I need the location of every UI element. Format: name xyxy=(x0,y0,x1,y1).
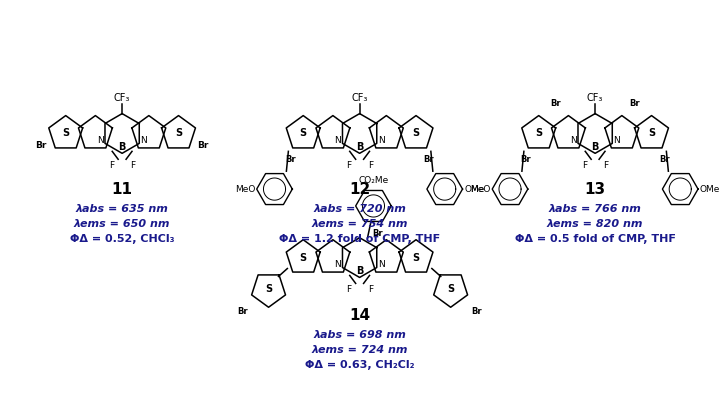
Text: Br: Br xyxy=(238,307,248,316)
Text: ΦΔ = 0.5 fold of CMP, THF: ΦΔ = 0.5 fold of CMP, THF xyxy=(515,234,675,244)
Text: λabs = 766 nm: λabs = 766 nm xyxy=(549,204,641,214)
Text: Br: Br xyxy=(372,229,382,238)
Text: λabs = 635 nm: λabs = 635 nm xyxy=(76,204,168,214)
Text: OMe: OMe xyxy=(700,184,720,194)
Text: N: N xyxy=(335,136,341,145)
Text: S: S xyxy=(447,284,454,294)
Text: N: N xyxy=(614,136,620,145)
Text: F: F xyxy=(108,161,114,170)
Text: B: B xyxy=(119,142,126,152)
Text: Br: Br xyxy=(285,155,296,164)
Text: S: S xyxy=(175,128,182,138)
Text: λems = 820 nm: λems = 820 nm xyxy=(547,219,643,229)
Text: Br: Br xyxy=(550,99,561,108)
Text: λems = 724 nm: λems = 724 nm xyxy=(312,345,408,355)
Text: ΦΔ = 0.63, CH₂Cl₂: ΦΔ = 0.63, CH₂Cl₂ xyxy=(305,360,414,370)
Text: Br: Br xyxy=(630,99,640,108)
Text: 14: 14 xyxy=(349,308,370,323)
Text: F: F xyxy=(130,161,136,170)
Text: λabs = 698 nm: λabs = 698 nm xyxy=(313,330,406,340)
Text: S: S xyxy=(648,128,655,138)
Text: S: S xyxy=(265,284,272,294)
Text: S: S xyxy=(299,128,307,138)
Text: MeO: MeO xyxy=(235,184,255,194)
Text: OMe: OMe xyxy=(464,184,484,194)
Text: CF₃: CF₃ xyxy=(114,93,130,103)
Text: λems = 650 nm: λems = 650 nm xyxy=(74,219,171,229)
Text: N: N xyxy=(335,260,341,269)
Text: 11: 11 xyxy=(111,182,132,196)
Text: λems = 754 nm: λems = 754 nm xyxy=(312,219,408,229)
Text: Br: Br xyxy=(424,155,435,164)
Text: ΦΔ = 0.52, CHCl₃: ΦΔ = 0.52, CHCl₃ xyxy=(70,234,174,244)
Text: B: B xyxy=(591,142,599,152)
Text: N: N xyxy=(378,136,385,145)
Text: F: F xyxy=(604,161,609,170)
Text: F: F xyxy=(368,161,373,170)
Text: N: N xyxy=(378,260,385,269)
Text: Br: Br xyxy=(35,141,47,150)
Text: ΦΔ = 1.2 fold of CMP, THF: ΦΔ = 1.2 fold of CMP, THF xyxy=(279,234,440,244)
Text: N: N xyxy=(140,136,147,145)
Text: CF₃: CF₃ xyxy=(351,93,368,103)
Text: Br: Br xyxy=(471,307,482,316)
Text: 12: 12 xyxy=(349,182,370,196)
Text: CO₂Me: CO₂Me xyxy=(359,176,388,185)
Text: 13: 13 xyxy=(585,182,606,196)
Text: Br: Br xyxy=(521,155,531,164)
Text: F: F xyxy=(346,285,351,294)
Text: N: N xyxy=(570,136,577,145)
Text: S: S xyxy=(412,128,419,138)
Text: S: S xyxy=(62,128,69,138)
Text: Br: Br xyxy=(197,141,209,150)
Text: F: F xyxy=(346,161,351,170)
Text: S: S xyxy=(412,252,419,262)
Text: MeO: MeO xyxy=(470,184,490,194)
Text: F: F xyxy=(582,161,587,170)
Text: λabs = 720 nm: λabs = 720 nm xyxy=(313,204,406,214)
Text: B: B xyxy=(356,142,363,152)
Text: S: S xyxy=(299,252,307,262)
Text: Br: Br xyxy=(659,155,669,164)
Text: F: F xyxy=(368,285,373,294)
Text: CF₃: CF₃ xyxy=(587,93,603,103)
Text: B: B xyxy=(356,266,363,276)
Text: S: S xyxy=(535,128,542,138)
Text: N: N xyxy=(97,136,103,145)
